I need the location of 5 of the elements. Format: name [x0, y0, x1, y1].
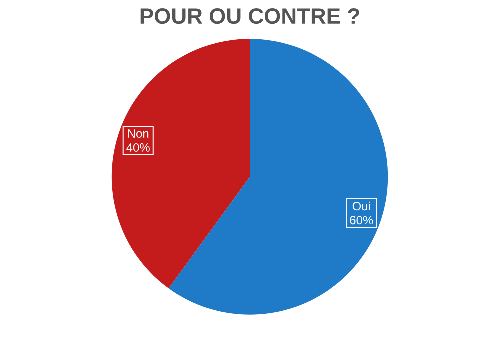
data-label: 60% — [350, 216, 374, 225]
slice-label: Oui — [352, 202, 370, 211]
chart-title: POUR OU CONTRE ? — [140, 8, 360, 24]
data-label: 40% — [126, 143, 150, 152]
slice-label: Non — [128, 130, 149, 138]
